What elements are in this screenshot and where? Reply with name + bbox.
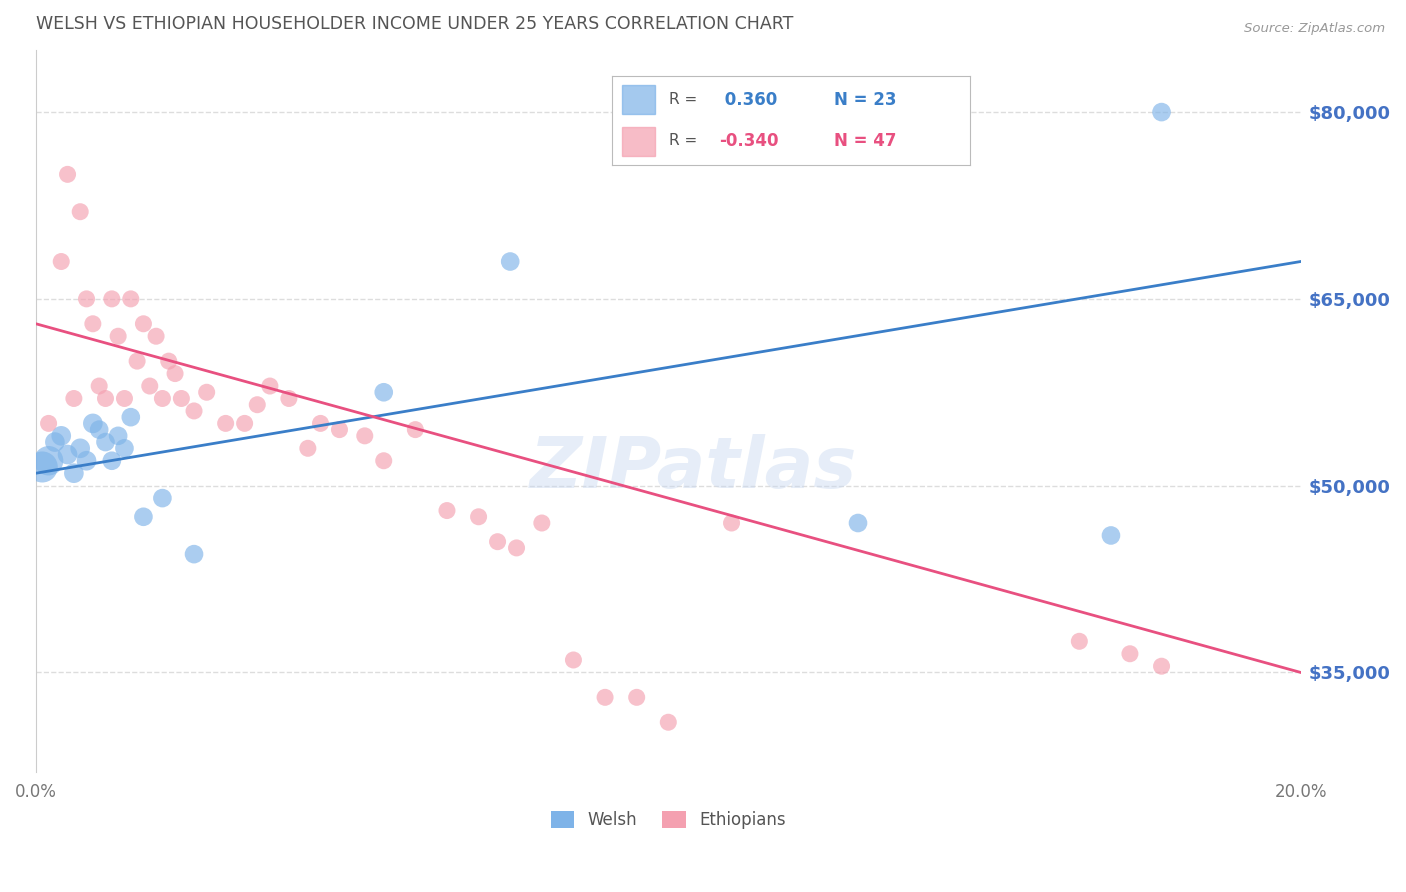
Text: N = 23: N = 23 [834, 91, 897, 109]
Point [1099, 528, 1122, 542]
Bar [623, 127, 655, 156]
Point [101, 454, 124, 468]
Text: WELSH VS ETHIOPIAN HOUSEHOLDER INCOME UNDER 25 YEARS CORRELATION CHART: WELSH VS ETHIOPIAN HOUSEHOLDER INCOME UN… [37, 15, 793, 33]
Point [353, 429, 375, 443]
Point [183, 404, 205, 418]
Text: ZIPatlas: ZIPatlas [530, 434, 858, 503]
Point [63, 392, 86, 406]
Point [82, 417, 104, 431]
Point [69, 442, 91, 456]
Point [89, 423, 111, 437]
Point [165, 367, 187, 381]
Point [51, 429, 73, 443]
Point [246, 398, 269, 412]
Bar [623, 85, 655, 114]
Point [467, 509, 489, 524]
Point [38, 417, 60, 431]
Text: R =: R = [669, 134, 697, 148]
Point [56, 448, 79, 462]
Point [499, 254, 522, 268]
Point [562, 653, 585, 667]
Point [38, 454, 60, 468]
Point [94, 392, 117, 406]
Point [486, 534, 509, 549]
Point [233, 417, 256, 431]
Point [51, 254, 73, 268]
Point [626, 690, 648, 705]
Point [139, 379, 162, 393]
Point [56, 167, 79, 181]
Text: N = 47: N = 47 [834, 132, 897, 150]
Point [170, 392, 193, 406]
Point [1069, 634, 1091, 648]
Point [505, 541, 527, 555]
Point [152, 392, 174, 406]
Point [846, 516, 869, 530]
Point [1150, 105, 1173, 120]
Point [107, 329, 129, 343]
Point [373, 454, 395, 468]
Point [277, 392, 299, 406]
Point [76, 454, 98, 468]
Point [373, 385, 395, 400]
Point [44, 435, 66, 450]
Point [69, 204, 91, 219]
Point [404, 423, 426, 437]
Point [107, 429, 129, 443]
Point [94, 435, 117, 450]
Legend: Welsh, Ethiopians: Welsh, Ethiopians [544, 805, 792, 836]
Text: -0.340: -0.340 [720, 132, 779, 150]
Point [214, 417, 236, 431]
Point [152, 491, 174, 505]
Text: R =: R = [669, 93, 697, 107]
Point [127, 354, 149, 368]
Point [593, 690, 616, 705]
Point [1150, 659, 1173, 673]
Point [63, 466, 86, 480]
Point [195, 385, 218, 400]
Point [657, 715, 679, 730]
Text: Source: ZipAtlas.com: Source: ZipAtlas.com [1244, 22, 1385, 36]
Point [89, 379, 111, 393]
Point [76, 292, 98, 306]
Point [114, 392, 136, 406]
Point [157, 354, 180, 368]
Point [120, 410, 142, 425]
Point [259, 379, 281, 393]
Point [530, 516, 553, 530]
Point [132, 317, 155, 331]
Point [114, 442, 136, 456]
Point [82, 317, 104, 331]
Point [31, 460, 53, 475]
Point [101, 292, 124, 306]
Point [309, 417, 332, 431]
Point [120, 292, 142, 306]
Point [132, 509, 155, 524]
Point [328, 423, 350, 437]
Point [436, 503, 458, 517]
Point [183, 547, 205, 561]
Text: 0.360: 0.360 [720, 91, 778, 109]
Point [1119, 647, 1142, 661]
Point [720, 516, 742, 530]
Point [145, 329, 167, 343]
Point [297, 442, 319, 456]
